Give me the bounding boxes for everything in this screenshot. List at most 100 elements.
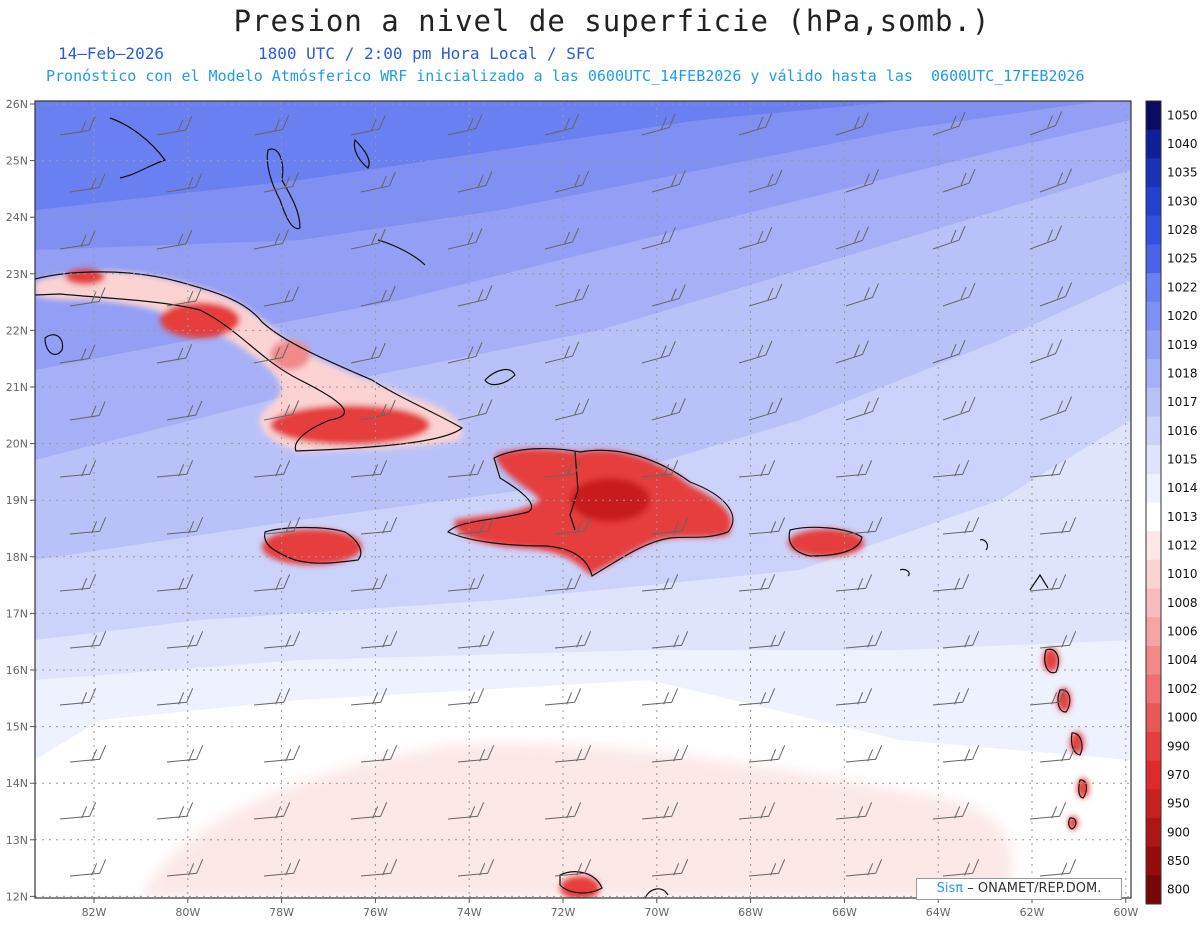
wind-barbs bbox=[59, 111, 1077, 877]
wind-barb bbox=[942, 631, 980, 649]
wind-barb bbox=[932, 225, 966, 250]
wind-barb bbox=[457, 171, 493, 193]
wind-barb bbox=[554, 517, 592, 535]
wind-barb bbox=[544, 460, 582, 478]
wind-barb bbox=[1039, 859, 1077, 877]
lat-lon-grid bbox=[35, 101, 1131, 898]
wind-barb bbox=[156, 343, 193, 364]
colorbar-label: 1013 bbox=[1167, 510, 1198, 524]
colorbar-swatch bbox=[1146, 301, 1161, 331]
coastlines bbox=[35, 117, 1087, 898]
wind-barb bbox=[1039, 745, 1077, 763]
wind-barb bbox=[748, 745, 786, 763]
wind-barb bbox=[544, 802, 582, 820]
valid-time-label: 1800 UTC / 2:00 pm Hora Local / SFC bbox=[258, 44, 596, 63]
wind-barb bbox=[554, 859, 592, 877]
wind-barb bbox=[544, 341, 580, 364]
colorbar-label: 1016 bbox=[1167, 424, 1198, 438]
colorbar-swatch bbox=[1146, 445, 1161, 475]
wind-barb bbox=[641, 460, 679, 478]
wind-barb bbox=[350, 802, 388, 820]
colorbar-swatch bbox=[1146, 617, 1161, 647]
wind-barb bbox=[544, 113, 580, 136]
colorbar-swatch bbox=[1146, 273, 1161, 303]
wind-barb bbox=[748, 169, 783, 193]
wind-barb bbox=[845, 169, 879, 193]
wind-barb bbox=[544, 574, 582, 592]
colorbar-label: 900 bbox=[1167, 825, 1190, 839]
lat-label: 15N bbox=[6, 721, 28, 734]
wind-barb bbox=[942, 396, 976, 421]
colorbar-label: 1030 bbox=[1167, 194, 1198, 208]
colorbar-swatch bbox=[1146, 502, 1161, 532]
wind-barb bbox=[350, 342, 386, 364]
wind-barb bbox=[641, 688, 679, 706]
colorbar-swatch bbox=[1146, 674, 1161, 704]
latitude-labels: 26N 25N 24N 23N 22N 21N 20N 19N 18N 17N 16N 15N 14N 1… bbox=[6, 98, 35, 903]
wind-barb bbox=[263, 859, 301, 877]
puerto-rico-low bbox=[788, 529, 864, 557]
longitude-labels: 82W 80W 78W 76W 74W 72W 70W 68W 66W 64W 62W 60W bbox=[82, 898, 1138, 919]
colorbar-label: 1017 bbox=[1167, 395, 1198, 409]
wind-barb bbox=[845, 283, 879, 307]
lat-label: 12N bbox=[6, 890, 28, 903]
lat-label: 23N bbox=[6, 268, 28, 281]
colorbar-swatch bbox=[1146, 703, 1161, 733]
wind-barb bbox=[641, 227, 676, 250]
wind-barb bbox=[69, 173, 106, 193]
wind-barb bbox=[253, 688, 291, 706]
colorbar-label: 1014 bbox=[1167, 481, 1198, 495]
lat-label: 24N bbox=[6, 211, 28, 224]
map-title: Presion a nivel de superficie (hPa,somb.… bbox=[233, 4, 991, 38]
wind-barb bbox=[835, 226, 869, 250]
wind-barb bbox=[166, 517, 204, 535]
lon-label: 70W bbox=[644, 906, 669, 919]
wind-barb bbox=[447, 342, 483, 364]
colorbar-border bbox=[1145, 100, 1162, 905]
wind-barb bbox=[457, 745, 495, 763]
wind-barb bbox=[738, 226, 773, 250]
wind-barb bbox=[641, 574, 679, 592]
colorbar-label: 1015 bbox=[1167, 452, 1198, 466]
wind-barb bbox=[1039, 517, 1077, 535]
colorbar-swatch bbox=[1146, 330, 1161, 360]
wind-barb bbox=[641, 113, 676, 136]
wind-barb bbox=[738, 802, 776, 820]
wind-barb bbox=[457, 631, 495, 649]
wind-barb bbox=[263, 631, 301, 649]
colorbar-swatch bbox=[1146, 531, 1161, 561]
wind-barb bbox=[263, 400, 300, 421]
lat-label: 16N bbox=[6, 664, 28, 677]
wind-barb bbox=[738, 112, 773, 136]
lon-label: 62W bbox=[1020, 906, 1045, 919]
colorbar-swatch bbox=[1146, 416, 1161, 446]
wind-barb bbox=[166, 172, 203, 193]
colorbar-swatch bbox=[1146, 158, 1161, 188]
colorbar-label: 990 bbox=[1167, 739, 1190, 753]
lat-label: 13N bbox=[6, 834, 28, 847]
wind-barb bbox=[1029, 111, 1063, 136]
wind-barb bbox=[651, 170, 686, 193]
colorbar-label: 1019 bbox=[1167, 338, 1198, 352]
colorbar-swatch bbox=[1146, 588, 1161, 618]
wind-barb bbox=[651, 859, 689, 877]
wind-barb bbox=[166, 286, 203, 307]
wind-barb bbox=[942, 859, 980, 877]
wind-barb bbox=[59, 344, 96, 364]
colorbar-swatch bbox=[1146, 760, 1161, 790]
wind-barb bbox=[69, 745, 107, 763]
wind-barb bbox=[447, 574, 485, 592]
wind-barb bbox=[156, 574, 194, 592]
wind-barb bbox=[156, 460, 194, 478]
wind-barb bbox=[738, 688, 776, 706]
wind-barb bbox=[932, 802, 970, 820]
colorbar-label: 1040 bbox=[1167, 137, 1198, 151]
wind-barb bbox=[942, 517, 980, 535]
wind-barb bbox=[738, 574, 776, 592]
wind-barb bbox=[641, 341, 676, 364]
lon-label: 66W bbox=[832, 906, 857, 919]
wind-barb bbox=[738, 460, 776, 478]
wind-barb bbox=[69, 517, 107, 535]
wind-barb bbox=[59, 688, 97, 706]
colorbar-label: 1004 bbox=[1167, 653, 1198, 667]
